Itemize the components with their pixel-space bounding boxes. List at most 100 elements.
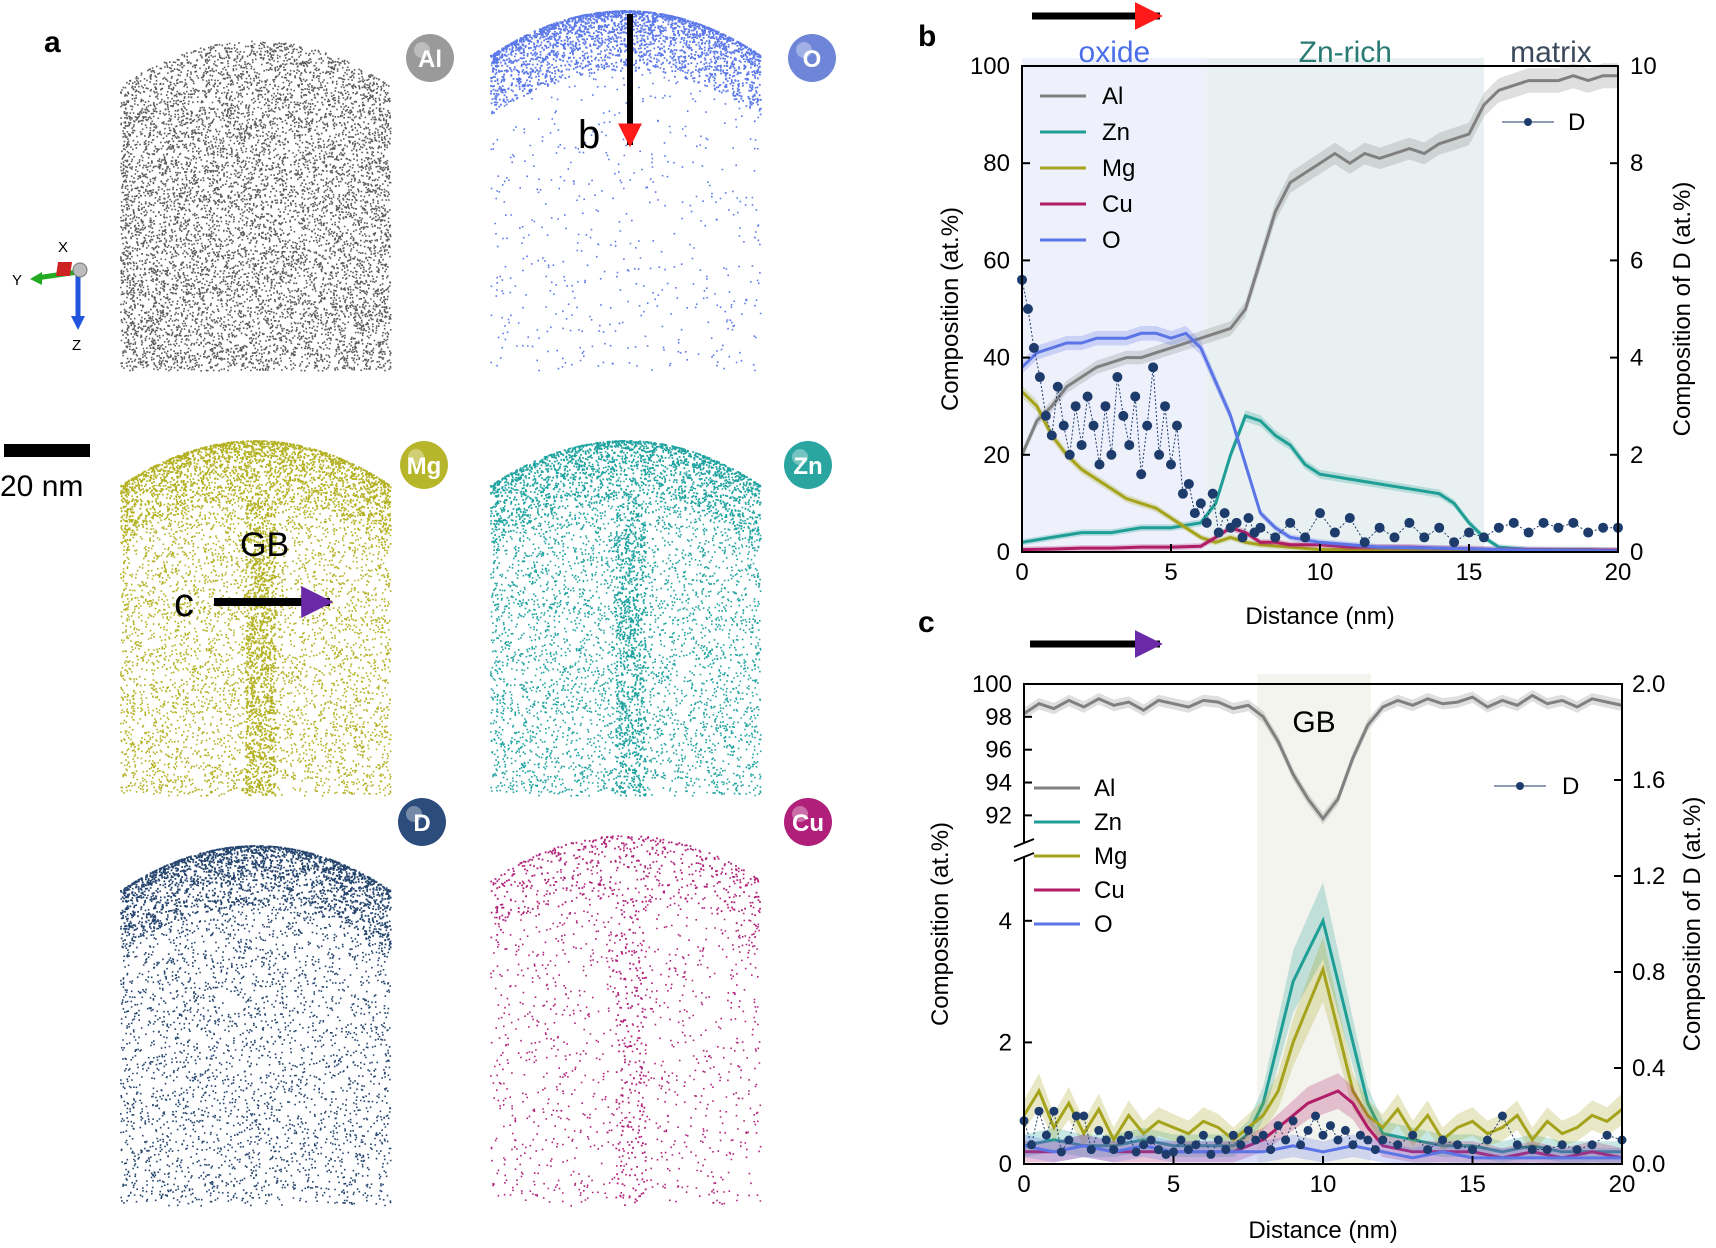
error-band [1022,326,1618,552]
d-point [1142,420,1153,431]
element-badge-label: D [413,810,430,837]
arrow-c: c GB [174,526,334,625]
d-point [1478,532,1489,543]
y-tick-label: 80 [983,150,1010,177]
d-point [1315,508,1325,519]
d-point [1022,304,1033,314]
d-point [1419,532,1430,543]
d-point [1557,1140,1567,1150]
series-mg [1020,385,1619,553]
y-tick-label: 2 [999,1029,1012,1056]
legend-label: Mg [1094,843,1127,870]
axis-break-gap [1014,843,1034,857]
d-point [1583,527,1594,538]
d-point [1082,391,1093,402]
y-tick-label: 100 [970,53,1010,80]
atom-map-al: Al [120,34,454,372]
y-tick-label: 96 [985,737,1012,764]
d-point [1482,1135,1492,1145]
d-point [1201,517,1212,528]
d-point [1325,1121,1335,1131]
y-tick-label: 98 [985,704,1012,731]
d-point [1177,488,1188,499]
d-point [1079,1111,1089,1121]
d-point [1393,1140,1403,1150]
d-point [1171,420,1182,431]
atom-maps: Al O Mg Zn D Cu [120,10,836,1207]
series-line [1020,331,1619,553]
y-tick-label: 0 [997,539,1010,566]
atom-map-zn: Zn [490,440,832,797]
series-mg [1022,937,1623,1152]
y-tick-label: 94 [985,770,1012,797]
d-point [1348,1140,1358,1150]
d-point [1288,1116,1298,1126]
atom-points [120,845,392,1207]
d-point [1243,1125,1253,1135]
d-point [1572,1145,1582,1155]
y-right-tick-label: 2 [1630,442,1643,469]
region-label: Zn-rich [1299,36,1392,69]
region-band-oxide [1022,58,1207,552]
d-point [1130,391,1141,402]
d-point [1154,1145,1164,1155]
d-point [1094,459,1105,470]
d-point [1542,1145,1552,1155]
d-point [1273,1121,1283,1131]
error-band [1024,882,1622,1163]
y-right-tick-label: 4 [1630,345,1643,372]
d-point [1112,372,1123,383]
chart-b: b oxide Zn-rich matrix 0 5 10 15 2002040608010… [918,2,1696,630]
y-tick-label: 0 [999,1151,1012,1178]
element-badge-icon [784,798,832,846]
d-point [1219,508,1230,519]
panel-c-label: c [918,606,935,639]
y-right-tick-label: 8 [1630,150,1643,177]
d-point [1086,1145,1096,1155]
x-tick-label: 15 [1459,1171,1486,1198]
y-right-tick-label: 1.2 [1632,863,1665,890]
axis-z-label: Z [72,337,81,354]
legend: Al Zn Mg Cu O D [1040,83,1585,254]
atom-points [120,440,392,797]
scale-bar: 20 nm [0,444,90,503]
d-point [1493,522,1504,533]
badge-highlight [796,42,812,58]
legend-d-label: D [1562,773,1579,800]
series-line [1020,74,1618,456]
atom-map-o: O [490,10,836,372]
d-point [1303,1125,1313,1135]
element-badge-icon [406,34,454,82]
region-label: matrix [1510,36,1592,69]
d-point [1058,420,1069,431]
d-point [1568,517,1579,528]
x-tick-label: 0 [1017,1171,1030,1198]
d-point [1183,478,1194,489]
d-point [1148,362,1159,373]
d-point [1221,1145,1231,1155]
region-bands: oxide Zn-rich matrix [1022,36,1618,552]
d-point [1206,1149,1216,1159]
d-point [1094,1125,1104,1135]
element-badge-icon [788,34,836,82]
panel-a-label: a [44,26,61,59]
atom-map-mg: Mg [120,440,448,797]
d-point [1118,410,1129,421]
series-line [1023,1144,1622,1160]
d-point [1041,1130,1051,1140]
y-axis-label: Composition (at.%) [937,207,964,411]
axes-orientation-icon: X Y Z [12,239,88,354]
y-right-axis-label: Composition of D (at.%) [1669,182,1696,437]
d-point [1311,1111,1321,1121]
panel-b-label: b [918,20,936,53]
d-point [1408,1130,1418,1140]
d-point [1228,1130,1238,1140]
x-tick-label: 10 [1310,1171,1337,1198]
badge-highlight [792,806,808,822]
d-point [1046,430,1057,441]
d-point [1166,459,1176,470]
d-point [1160,401,1171,412]
d-point [1034,372,1045,383]
d-point [1236,1140,1246,1150]
x-tick-label: 5 [1167,1171,1180,1198]
